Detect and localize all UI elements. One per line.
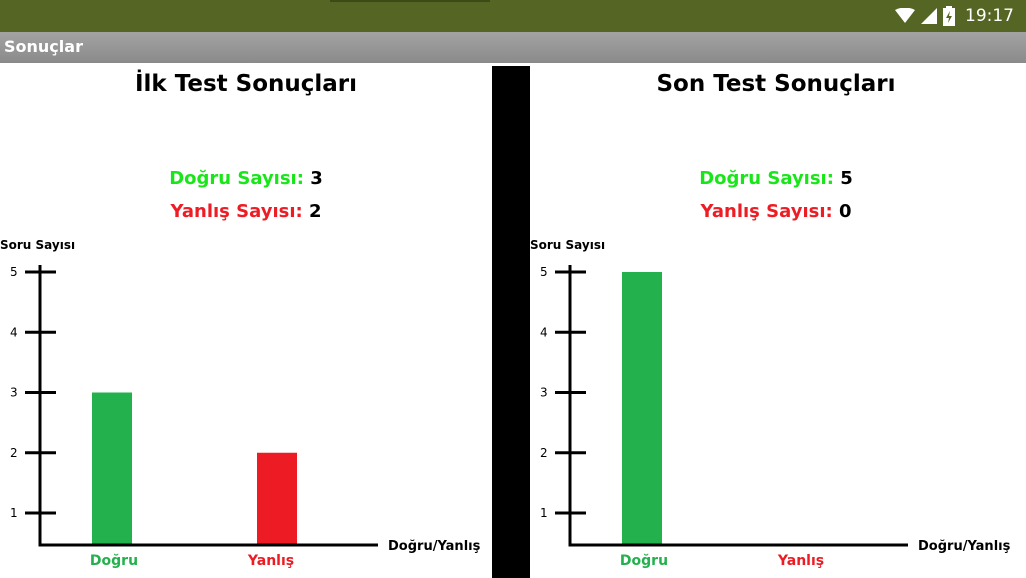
y-tick-label: 3 xyxy=(540,386,548,400)
category-label-wrong: Yanlış xyxy=(777,553,824,569)
action-bar-title: Sonuçlar xyxy=(4,37,83,56)
bar-correct xyxy=(622,272,662,545)
first-test-panel: İlk Test Sonuçları Doğru Sayısı: 3 Yanlı… xyxy=(0,63,492,578)
battery-icon xyxy=(943,6,955,26)
bar-wrong xyxy=(257,452,297,545)
wrong-count-label: Yanlış Sayısı: xyxy=(170,201,303,222)
y-tick-label: 5 xyxy=(10,265,18,279)
y-tick-label: 5 xyxy=(540,265,548,279)
correct-count-value: 5 xyxy=(840,168,853,189)
panel-title: İlk Test Sonuçları xyxy=(134,71,358,97)
bar-correct xyxy=(92,392,132,545)
panel-title: Son Test Sonuçları xyxy=(656,71,896,97)
y-tick-label: 2 xyxy=(10,446,18,460)
y-tick-label: 4 xyxy=(540,325,548,339)
correct-count: Doğru Sayısı: 3 xyxy=(0,168,492,189)
wrong-count-label: Yanlış Sayısı: xyxy=(700,201,833,222)
last-test-panel: Son Test Sonuçları Doğru Sayısı: 5 Yanlı… xyxy=(530,63,1022,578)
y-tick-label: 1 xyxy=(10,506,18,520)
x-axis-title: Doğru/Yanlış xyxy=(918,539,1011,554)
status-bar-accent xyxy=(330,0,490,2)
wifi-icon xyxy=(895,8,915,23)
y-axis-title: Soru Sayısı xyxy=(0,238,75,252)
status-time: 19:17 xyxy=(965,6,1014,26)
last-test-chart: Soru Sayısı 1 2 3 4 5 Doğru/Yanlış Doğru Yanlış xyxy=(530,238,1011,569)
y-tick-label: 1 xyxy=(540,506,548,520)
category-label-correct: Doğru xyxy=(620,553,668,569)
category-label-wrong: Yanlış xyxy=(247,553,294,569)
correct-count-value: 3 xyxy=(310,168,323,189)
wrong-count-value: 0 xyxy=(838,201,852,222)
status-bar: 19:17 xyxy=(0,0,1026,32)
y-axis-title: Soru Sayısı xyxy=(530,238,605,252)
y-tick-label: 3 xyxy=(10,386,18,400)
category-label-correct: Doğru xyxy=(90,553,138,569)
signal-icon xyxy=(921,8,937,24)
x-axis-title: Doğru/Yanlış xyxy=(388,539,481,554)
first-test-chart: Soru Sayısı 1 2 3 4 5 Doğru/Yanlış Doğru Yanlış xyxy=(0,238,481,569)
correct-count-label: Doğru Sayısı: xyxy=(699,168,834,189)
wrong-count-value: 2 xyxy=(308,201,322,222)
wrong-count: Yanlış Sayısı: 0 xyxy=(530,201,1022,222)
wrong-count: Yanlış Sayısı: 2 xyxy=(0,201,492,222)
y-tick-label: 4 xyxy=(10,325,18,339)
action-bar: Sonuçlar xyxy=(0,32,1026,63)
correct-count-label: Doğru Sayısı: xyxy=(169,168,304,189)
panel-divider xyxy=(492,66,530,578)
correct-count: Doğru Sayısı: 5 xyxy=(530,168,1022,189)
status-icons: 19:17 xyxy=(895,4,1014,28)
y-tick-label: 2 xyxy=(540,446,548,460)
